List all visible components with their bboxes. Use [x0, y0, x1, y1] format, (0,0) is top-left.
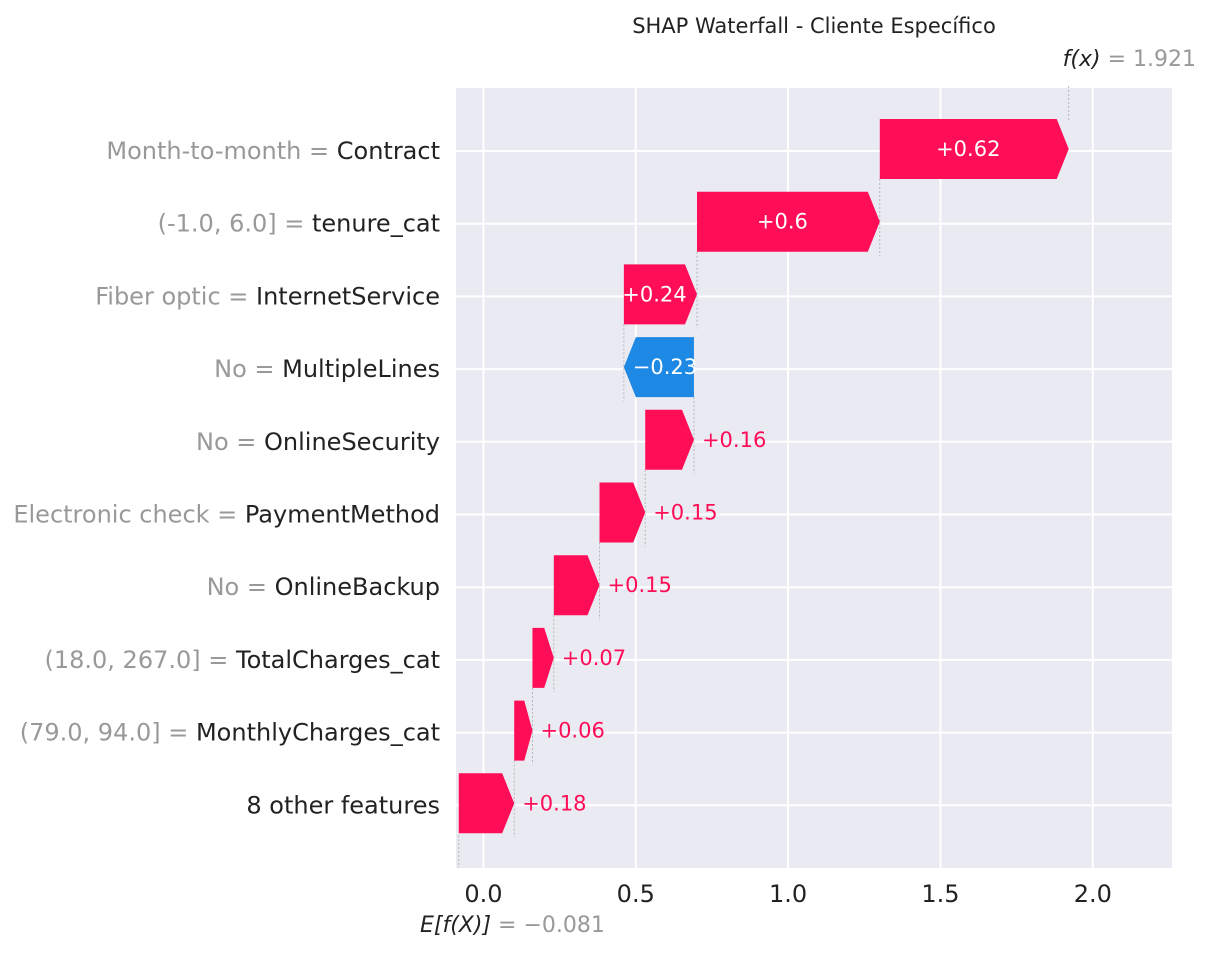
negative-bar — [623, 337, 694, 398]
bar-value-label: +0.16 — [702, 428, 766, 452]
positive-bar — [458, 773, 515, 834]
feature-name-text: OnlineBackup — [275, 573, 440, 601]
positive-bar — [532, 627, 554, 688]
feature-label: Fiber optic = InternetService — [95, 282, 440, 310]
feature-label: No = OnlineBackup — [207, 573, 440, 601]
positive-bar — [697, 191, 880, 252]
base-value-number: = −0.081 — [491, 913, 605, 938]
feature-value-text: No = — [214, 355, 282, 383]
positive-bar — [645, 409, 694, 470]
bar-value-label: +0.07 — [562, 646, 626, 670]
feature-label: 8 other features — [246, 791, 440, 819]
feature-name-text: OnlineSecurity — [264, 428, 440, 456]
x-tick-label: 0.5 — [617, 880, 655, 908]
feature-value-text: Month-to-month = — [106, 137, 336, 165]
fx-value: = 1.921 — [1101, 47, 1196, 72]
feature-value-text: (79.0, 94.0] = — [20, 719, 196, 747]
bar-value-label: +0.24 — [622, 282, 686, 306]
feature-label: Month-to-month = Contract — [106, 137, 440, 165]
feature-value-text: No = — [207, 573, 275, 601]
bar-value-label: +0.06 — [540, 719, 604, 743]
feature-value-text: Electronic check = — [13, 501, 245, 529]
feature-name-text: TotalCharges_cat — [235, 646, 440, 674]
x-tick-label: 1.0 — [769, 880, 807, 908]
x-tick-label: 1.5 — [921, 880, 959, 908]
feature-label: Electronic check = PaymentMethod — [13, 501, 440, 529]
bar-value-label: +0.15 — [608, 573, 672, 597]
x-tick-label: 2.0 — [1074, 880, 1112, 908]
feature-name-text: PaymentMethod — [245, 501, 440, 529]
feature-label: (18.0, 267.0] = TotalCharges_cat — [45, 646, 441, 674]
feature-value-text: (18.0, 267.0] = — [45, 646, 237, 674]
bar-value-label: +0.15 — [653, 501, 717, 525]
feature-name-text: Contract — [337, 137, 440, 165]
feature-label: (79.0, 94.0] = MonthlyCharges_cat — [20, 719, 440, 747]
chart-title: SHAP Waterfall - Cliente Específico — [632, 14, 996, 38]
positive-bar — [879, 119, 1069, 179]
feature-value-text: No = — [196, 428, 264, 456]
x-tick-label: 0.0 — [464, 880, 502, 908]
positive-bar — [553, 555, 600, 616]
positive-bar — [599, 482, 646, 543]
base-value-annotation: E[f(X)] = −0.081 — [420, 913, 605, 938]
base-value-label: E[f(X)] — [420, 913, 491, 938]
bar-value-label: +0.62 — [936, 137, 1000, 161]
feature-name-text: 8 other features — [246, 791, 440, 819]
feature-name-text: MonthlyCharges_cat — [196, 719, 440, 747]
feature-name-text: tenure_cat — [312, 210, 440, 238]
feature-name-text: InternetService — [256, 282, 440, 310]
feature-label: No = MultipleLines — [214, 355, 440, 383]
fx-annotation: f(x) = 1.921 — [1063, 47, 1196, 72]
positive-bar — [514, 700, 533, 761]
bar-value-label: +0.18 — [522, 791, 586, 815]
feature-label: No = OnlineSecurity — [196, 428, 440, 456]
feature-name-text: MultipleLines — [282, 355, 440, 383]
fx-label: f(x) — [1063, 47, 1101, 72]
bar-value-label: −0.23 — [633, 355, 697, 379]
feature-value-text: Fiber optic = — [95, 282, 256, 310]
bar-value-label: +0.6 — [757, 210, 808, 234]
positive-bar — [623, 264, 698, 325]
feature-value-text: (-1.0, 6.0] = — [158, 210, 312, 238]
feature-label: (-1.0, 6.0] = tenure_cat — [158, 210, 440, 238]
